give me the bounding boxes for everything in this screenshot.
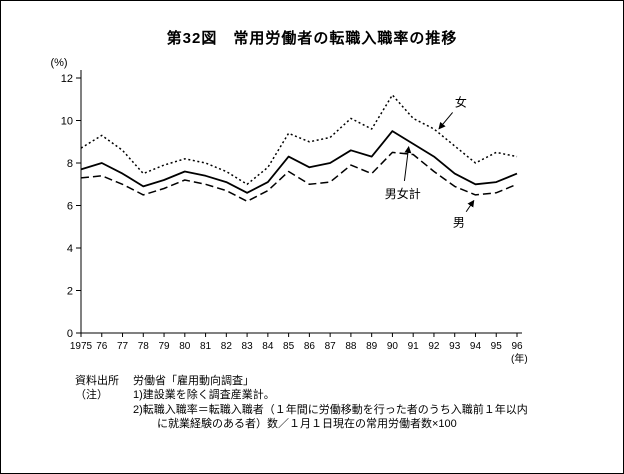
- x-tick-label: 91: [408, 341, 420, 352]
- line-chart: 0 2 4 6 8 10 12 (%) 1975 76 77 78 79 80 81 82 83 84 85 86 87…: [50, 57, 528, 365]
- series-line-women: [80, 94, 518, 186]
- note-row-3: に就業経験のある者）数／１月１日現在の常用労働者数×100: [75, 417, 623, 431]
- note-label-spacer: [75, 417, 133, 431]
- y-tick-label: 2: [67, 286, 73, 298]
- x-tick-label: 94: [470, 341, 482, 352]
- note-2-continuation: に就業経験のある者）数／１月１日現在の常用労働者数×100: [157, 417, 457, 430]
- source-text: 労働省「雇用動向調査」: [133, 375, 254, 387]
- note-row-2: 2)転職入職率＝転職入職者（１年間に労働移動を行った者のうち入職前１年以内: [75, 403, 623, 417]
- x-tick-label: 1975: [70, 341, 93, 352]
- notes-block: 資料出所 労働省「雇用動向調査」 （注） 1)建設業を除く調査産業計。 2)転職…: [1, 374, 623, 431]
- annotation-label-total: 男女計: [385, 186, 421, 201]
- annotation-arrow-total: [403, 145, 412, 181]
- y-tick-label: 10: [61, 116, 73, 128]
- x-tick-label: 83: [242, 341, 254, 352]
- annotation-arrow-men: [465, 199, 475, 213]
- series-line-total: [80, 130, 518, 194]
- x-tick-label: 90: [387, 341, 399, 352]
- x-tick-label: 79: [158, 341, 170, 352]
- y-tick-label: 12: [61, 73, 73, 85]
- y-tick-label: 6: [67, 201, 73, 213]
- x-axis-unit-label: (年): [511, 352, 528, 365]
- x-tick-label: 78: [138, 341, 150, 352]
- y-tick-label: 8: [67, 158, 73, 170]
- source-row: 資料出所 労働省「雇用動向調査」: [75, 374, 623, 388]
- x-tick-label: 86: [304, 341, 316, 352]
- x-tick-label: 95: [491, 341, 503, 352]
- note-2-text: 2)転職入職率＝転職入職者（１年間に労働移動を行った者のうち入職前１年以内: [133, 403, 528, 416]
- note-label: （注）: [75, 389, 108, 402]
- y-tick-label: 0: [67, 328, 73, 340]
- x-tick-label: 81: [200, 341, 212, 352]
- y-tick-label: 4: [67, 243, 73, 255]
- x-tick-label: 82: [221, 341, 233, 352]
- annotation-label-men: 男: [453, 216, 465, 230]
- x-tick-label: 84: [262, 341, 274, 352]
- note-label-spacer: [75, 403, 133, 417]
- series-line-men: [80, 151, 518, 203]
- x-tick-label: 80: [179, 341, 191, 352]
- x-tick-label: 89: [366, 341, 378, 352]
- x-tick-label: 76: [96, 341, 108, 352]
- x-tick-label: 77: [117, 341, 129, 352]
- x-tick-label: 88: [345, 341, 357, 352]
- annotation-label-women: 女: [455, 94, 467, 109]
- source-label: 資料出所: [75, 375, 119, 387]
- x-tick-label: 87: [325, 341, 337, 352]
- x-tick-label: 96: [511, 341, 523, 352]
- note-row-1: （注） 1)建設業を除く調査産業計。: [75, 388, 623, 402]
- x-tick-label: 85: [283, 341, 295, 352]
- annotation-arrow-women: [438, 112, 454, 130]
- x-tick-label: 92: [428, 341, 440, 352]
- chart-title: 第32図 常用労働者の転職入職率の推移: [166, 30, 458, 47]
- note-1-text: 1)建設業を除く調査産業計。: [133, 389, 275, 402]
- y-axis-unit-label: (%): [50, 57, 67, 69]
- x-tick-label: 93: [449, 341, 461, 352]
